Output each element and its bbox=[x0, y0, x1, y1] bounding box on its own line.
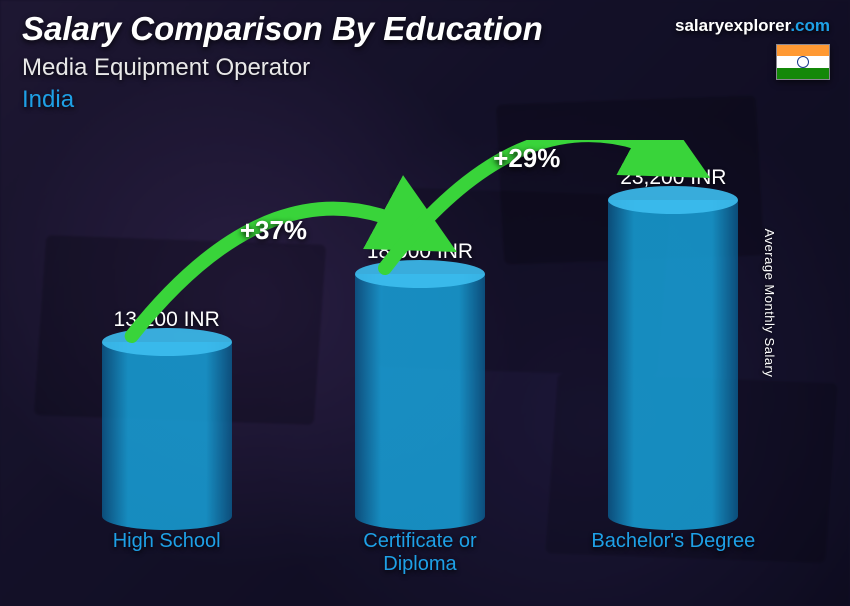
chart-subtitle: Media Equipment Operator bbox=[22, 54, 310, 82]
bar-top-0 bbox=[102, 328, 232, 356]
bar-body-1 bbox=[355, 274, 485, 530]
labels-container: High School Certificate or Diploma Bachelo… bbox=[40, 530, 800, 586]
brand-name: salaryexplorer bbox=[675, 16, 790, 35]
bar-2: 23,200 INR bbox=[578, 166, 768, 530]
bar-top-2 bbox=[608, 186, 738, 214]
bar-top-1 bbox=[355, 260, 485, 288]
bar-0: 13,200 INR bbox=[72, 308, 262, 530]
bar-chart: 13,200 INR 18,000 INR 23,200 INR High Scho… bbox=[40, 140, 800, 586]
flag-stripe-top bbox=[777, 45, 829, 56]
india-flag-icon bbox=[776, 44, 830, 80]
increase-pct-0: +37% bbox=[240, 215, 307, 246]
bar-label-0: High School bbox=[72, 530, 262, 586]
brand-domain: .com bbox=[790, 16, 830, 35]
bar-shape-2 bbox=[608, 200, 738, 530]
bar-shape-1 bbox=[355, 274, 485, 530]
flag-stripe-mid bbox=[777, 56, 829, 67]
chart-title: Salary Comparison By Education bbox=[22, 10, 543, 48]
bar-body-0 bbox=[102, 342, 232, 530]
bar-shape-0 bbox=[102, 342, 232, 530]
flag-stripe-bottom bbox=[777, 68, 829, 79]
brand-watermark: salaryexplorer.com bbox=[675, 16, 830, 36]
bar-1: 18,000 INR bbox=[325, 240, 515, 530]
increase-pct-1: +29% bbox=[493, 143, 560, 174]
chart-country: India bbox=[22, 86, 74, 114]
bar-label-2: Bachelor's Degree bbox=[578, 530, 768, 586]
bar-body-2 bbox=[608, 200, 738, 530]
bar-label-1: Certificate or Diploma bbox=[325, 530, 515, 586]
bars-container: 13,200 INR 18,000 INR 23,200 INR bbox=[40, 140, 800, 530]
